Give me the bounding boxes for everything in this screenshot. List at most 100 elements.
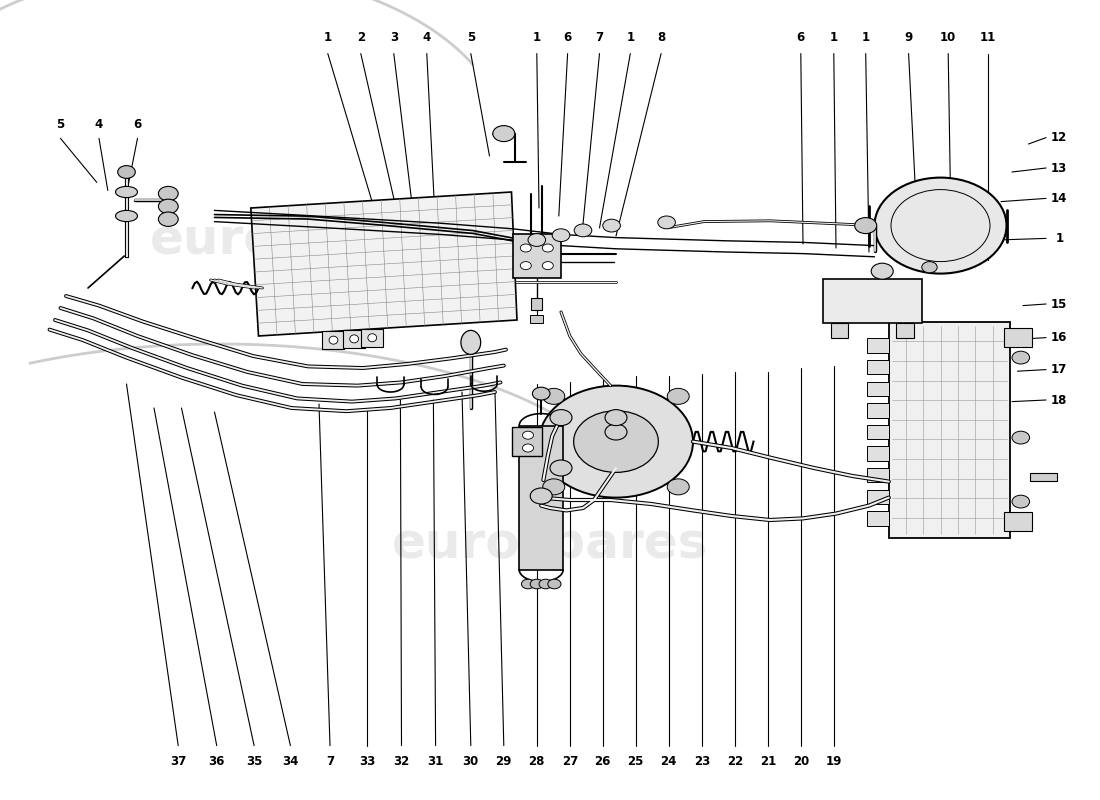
Text: 1: 1 [532,31,541,44]
Bar [867,338,889,353]
Bar [322,331,344,349]
Text: 13: 13 [1052,162,1067,174]
Bar [1004,328,1032,347]
Circle shape [550,410,572,426]
Ellipse shape [116,210,138,222]
Circle shape [521,579,535,589]
Circle shape [522,431,534,439]
Text: 18: 18 [1052,394,1067,406]
Circle shape [874,178,1006,274]
Text: 24: 24 [661,755,676,768]
Text: 35: 35 [246,755,262,768]
Circle shape [1012,495,1030,508]
Text: 1: 1 [626,31,635,44]
Circle shape [520,262,531,270]
Circle shape [522,444,534,452]
Bar [867,425,889,439]
Text: 1: 1 [1055,232,1064,245]
Text: 21: 21 [760,755,775,768]
Bar [867,382,889,396]
Text: 25: 25 [628,755,643,768]
Text: 31: 31 [428,755,443,768]
Bar [531,298,542,310]
Text: 23: 23 [694,755,710,768]
Text: 30: 30 [463,755,478,768]
Circle shape [658,216,675,229]
Text: 6: 6 [563,31,572,44]
Text: 8: 8 [657,31,665,44]
Bar [896,323,914,338]
Polygon shape [251,192,517,336]
Circle shape [871,263,893,279]
Bar [830,323,848,338]
Circle shape [530,488,552,504]
Circle shape [118,166,135,178]
Circle shape [532,387,550,400]
Circle shape [1012,431,1030,444]
Text: 6: 6 [133,118,142,130]
Circle shape [605,410,627,426]
Circle shape [539,386,693,498]
Text: 29: 29 [496,755,512,768]
Bar [867,403,889,418]
Circle shape [1012,351,1030,364]
Ellipse shape [461,330,481,354]
Circle shape [158,199,178,214]
Circle shape [158,186,178,201]
Text: 37: 37 [170,755,186,768]
Text: 4: 4 [95,118,103,130]
Circle shape [922,262,937,273]
Text: 3: 3 [389,31,398,44]
Text: 14: 14 [1052,192,1067,205]
Ellipse shape [350,335,359,343]
Circle shape [530,579,543,589]
Circle shape [528,234,546,246]
Bar [361,329,383,346]
Circle shape [574,224,592,237]
Text: eurospares: eurospares [392,520,708,568]
Circle shape [605,424,627,440]
Text: 26: 26 [595,755,610,768]
Bar [867,446,889,461]
Circle shape [574,411,659,472]
Circle shape [603,219,620,232]
Text: eurospares: eurospares [150,216,466,264]
Text: 1: 1 [861,31,870,44]
Text: 10: 10 [940,31,956,44]
Text: 17: 17 [1052,363,1067,376]
Text: 5: 5 [466,31,475,44]
Text: 22: 22 [727,755,742,768]
Text: 36: 36 [209,755,224,768]
Bar [519,426,563,570]
Bar [867,468,889,482]
Ellipse shape [367,334,376,342]
Text: 33: 33 [360,755,375,768]
Circle shape [552,229,570,242]
Circle shape [668,388,690,404]
Bar [867,360,889,374]
Text: 27: 27 [562,755,578,768]
Circle shape [520,244,531,252]
Bar [343,330,365,348]
Bar [889,322,1010,538]
Circle shape [493,126,515,142]
Circle shape [542,244,553,252]
Text: 15: 15 [1052,298,1067,310]
Text: 34: 34 [283,755,298,768]
Text: 7: 7 [595,31,604,44]
Circle shape [539,579,552,589]
Text: 1: 1 [829,31,838,44]
Ellipse shape [116,186,138,198]
Circle shape [550,460,572,476]
Bar [513,234,561,278]
Ellipse shape [329,336,338,344]
Text: 12: 12 [1052,131,1067,144]
Circle shape [542,262,553,270]
Circle shape [158,212,178,226]
Text: 1: 1 [323,31,332,44]
Text: 20: 20 [793,755,808,768]
Circle shape [542,388,564,404]
Bar [1030,473,1057,481]
Text: 7: 7 [326,755,334,768]
Text: 5: 5 [56,118,65,130]
